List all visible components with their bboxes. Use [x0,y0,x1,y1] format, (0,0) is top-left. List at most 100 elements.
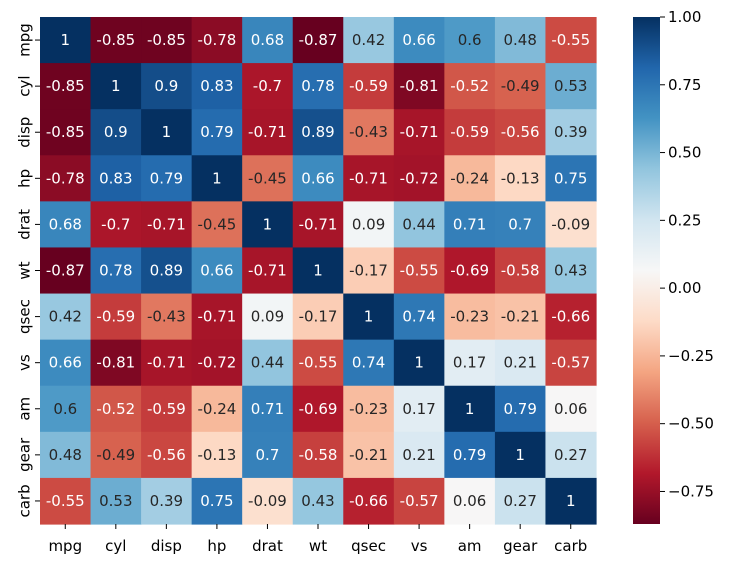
heatmap-cell-am-drat [242,385,294,433]
colorbar-tick-label: 0.50 [668,144,701,162]
y-tick-label-am: am [16,397,34,421]
heatmap-cell-gear-vs [393,431,445,479]
cell-value-label: -0.13 [198,446,237,464]
heatmap-cell-qsec-hp [191,293,243,341]
heatmap-cell-hp-qsec [343,155,395,202]
y-tick-label-disp: disp [16,117,34,148]
cell-value-label: 0.27 [503,492,536,510]
heatmap-cell-mpg-mpg [40,17,92,64]
heatmap-cell-vs-cyl [90,339,142,387]
cell-value-label: -0.71 [400,123,439,141]
cell-value-label: 0.74 [402,308,435,326]
heatmap-cell-hp-hp [191,155,243,202]
y-tick-label-carb: carb [16,484,34,517]
heatmap-cell-wt-am [444,247,496,295]
cell-value-label: 1 [313,262,323,280]
heatmap-cell-vs-vs [393,339,445,387]
heatmap-cell-vs-hp [191,339,243,387]
cell-value-label: 0.7 [256,446,280,464]
cell-value-label: 0.17 [453,354,486,372]
cell-value-label: -0.57 [551,354,590,372]
x-tick-label-gear: gear [503,537,538,555]
heatmap-cell-gear-wt [292,431,344,479]
cell-value-label: -0.71 [248,123,287,141]
cell-value-label: -0.81 [400,77,439,95]
cell-value-label: 0.17 [402,400,435,418]
cell-value-label: -0.71 [147,215,186,233]
heatmap-cell-qsec-am [444,293,496,341]
heatmap-cell-disp-drat [242,109,294,156]
y-tick-label-vs: vs [16,354,34,371]
heatmap-cell-mpg-wt [292,17,344,64]
cell-value-label: -0.58 [501,262,540,280]
heatmap-cell-carb-carb [545,477,597,525]
cell-value-label: -0.17 [299,308,338,326]
heatmap-cell-mpg-hp [191,17,243,64]
cell-value-label: 0.42 [352,31,385,49]
cell-value-label: 0.68 [49,215,82,233]
heatmap-cell-vs-am [444,339,496,387]
heatmap-cell-vs-wt [292,339,344,387]
x-tick-label-carb: carb [554,537,587,555]
cell-value-label: -0.59 [349,77,388,95]
heatmap-cell-carb-am [444,477,496,525]
x-tick-label-am: am [458,537,482,555]
heatmap-cell-mpg-vs [393,17,445,64]
cell-value-label: 0.21 [402,446,435,464]
heatmap-cell-carb-drat [242,477,294,525]
heatmap-cell-carb-cyl [90,477,142,525]
heatmap-cell-drat-am [444,201,496,249]
cell-value-label: 1 [414,354,424,372]
y-tick-label-drat: drat [16,209,34,240]
cell-value-label: 0.89 [150,262,183,280]
heatmap-cell-wt-hp [191,247,243,295]
heatmap-cell-vs-gear [494,339,547,387]
heatmap-cell-vs-qsec [343,339,395,387]
cell-value-label: -0.85 [46,123,85,141]
heatmap-cell-wt-gear [494,247,547,295]
colorbar-ticks: 1.00 0.75 0.50 0.25 0.00 −0.25 −0.50 −0.75 [660,8,714,500]
heatmap-cell-cyl-mpg [40,63,92,110]
heatmap-cell-drat-carb [545,201,597,249]
x-tick-label-vs: vs [411,537,428,555]
heatmap-cell-am-wt [292,385,344,433]
cell-value-label: -0.43 [147,308,186,326]
heatmap-cell-carb-disp [141,477,193,525]
cell-value-label: 0.09 [352,215,385,233]
cell-value-label: -0.55 [46,492,85,510]
heatmap-cell-cyl-vs [393,63,445,110]
heatmap-cell-vs-mpg [40,339,92,387]
cell-value-label: 1 [162,123,172,141]
x-tick-label-drat: drat [252,537,283,555]
cell-value-label: -0.85 [147,31,186,49]
heatmap-cell-drat-mpg [40,201,92,249]
y-tick-label-qsec: qsec [16,299,34,334]
cell-value-label: 0.78 [301,77,334,95]
cell-value-label: 0.09 [251,308,284,326]
heatmap-cell-qsec-mpg [40,293,92,341]
heatmap-cell-am-carb [545,385,597,433]
cell-value-label: -0.45 [198,215,237,233]
cell-value-label: -0.71 [198,308,237,326]
y-tick-label-cyl: cyl [16,75,34,96]
cell-value-label: 0.66 [49,354,82,372]
colorbar-tick-label: −0.50 [668,415,714,433]
heatmap-cell-drat-cyl [90,201,142,249]
heatmap-cells [40,17,597,525]
cell-value-label: -0.49 [501,77,540,95]
cell-value-label: 0.74 [352,354,385,372]
heatmap-cell-hp-vs [393,155,445,202]
cell-value-label: 0.7 [508,215,532,233]
cell-value-label: -0.23 [349,400,388,418]
heatmap-cell-cyl-disp [141,63,193,110]
heatmap-cell-wt-wt [292,247,344,295]
heatmap-cell-carb-mpg [40,477,92,525]
heatmap-cell-mpg-carb [545,17,597,64]
cell-value-label: -0.13 [501,169,540,187]
heatmap-cell-gear-gear [494,431,547,479]
cell-value-label: 0.43 [301,492,334,510]
cell-value-label: 0.66 [301,169,334,187]
heatmap-cell-gear-qsec [343,431,395,479]
heatmap-cell-disp-carb [545,109,597,156]
